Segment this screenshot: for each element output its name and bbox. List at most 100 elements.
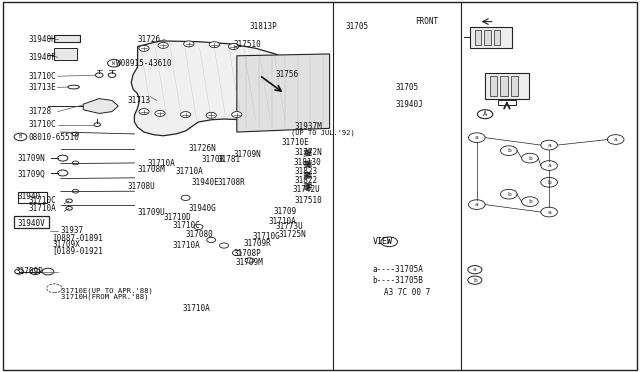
Text: 31709X: 31709X [52, 240, 80, 248]
Circle shape [30, 269, 40, 275]
Ellipse shape [68, 85, 79, 89]
Text: 317080: 317080 [186, 230, 213, 239]
Text: 31713: 31713 [128, 96, 151, 105]
Text: b: b [507, 192, 511, 197]
Circle shape [66, 199, 72, 203]
Text: [0189-01921: [0189-01921 [52, 246, 103, 255]
Text: 318130: 318130 [293, 158, 321, 167]
Text: 31937M: 31937M [294, 122, 322, 131]
Text: 31937: 31937 [61, 226, 84, 235]
Bar [18, 192, 47, 203]
Circle shape [522, 153, 538, 163]
Text: a: a [547, 142, 551, 148]
Circle shape [500, 146, 517, 155]
Circle shape [108, 60, 120, 67]
Circle shape [14, 133, 27, 141]
Text: 31710A: 31710A [176, 167, 204, 176]
Circle shape [72, 161, 79, 165]
Bar [470, 27, 512, 48]
Bar [485, 73, 529, 99]
Text: 31781: 31781 [218, 155, 241, 164]
Text: A: A [387, 239, 391, 245]
Text: 31710A: 31710A [269, 217, 296, 226]
Text: VIEW: VIEW [372, 237, 392, 246]
Text: a: a [473, 267, 477, 272]
Circle shape [541, 140, 557, 150]
Text: 31756: 31756 [275, 70, 298, 79]
Circle shape [607, 135, 624, 144]
Circle shape [209, 42, 220, 48]
Text: 31709P: 31709P [16, 267, 44, 276]
Text: B: B [19, 134, 22, 140]
Bar [494, 30, 500, 45]
Text: (UP TO JUL.'92): (UP TO JUL.'92) [291, 129, 355, 136]
Text: 31940F: 31940F [29, 53, 56, 62]
Text: 31709M: 31709M [236, 258, 263, 267]
Text: FRONT: FRONT [415, 17, 438, 26]
Text: [0887-01891: [0887-01891 [52, 233, 103, 242]
Text: 31708P: 31708P [234, 249, 261, 258]
Bar [54, 35, 80, 42]
Polygon shape [131, 41, 294, 136]
Circle shape [468, 276, 482, 284]
Circle shape [207, 237, 216, 243]
Text: a: a [475, 202, 479, 207]
Text: b: b [473, 278, 477, 283]
Text: 31710A: 31710A [182, 304, 210, 313]
Text: 31728: 31728 [29, 107, 52, 116]
Circle shape [58, 170, 68, 176]
Text: 31709N: 31709N [18, 154, 45, 163]
Bar [484, 30, 491, 45]
Bar [490, 76, 497, 96]
Circle shape [220, 243, 228, 248]
Circle shape [139, 45, 149, 51]
Text: a----31705A: a----31705A [372, 265, 423, 274]
Text: a: a [614, 137, 618, 142]
Text: A3 7C 00 7: A3 7C 00 7 [384, 288, 430, 296]
Polygon shape [83, 99, 118, 113]
Text: 31725N: 31725N [278, 230, 306, 239]
Text: W08915-43610: W08915-43610 [116, 59, 172, 68]
Text: 31773U: 31773U [275, 222, 303, 231]
Circle shape [232, 112, 242, 118]
Circle shape [42, 268, 54, 275]
Circle shape [184, 41, 194, 47]
Polygon shape [237, 54, 330, 132]
Circle shape [108, 73, 116, 77]
Circle shape [522, 197, 538, 206]
Circle shape [66, 206, 72, 210]
Circle shape [468, 266, 482, 274]
Text: 31940J: 31940J [396, 100, 423, 109]
Text: 31726N: 31726N [189, 144, 216, 153]
Circle shape [72, 132, 79, 136]
Bar [475, 30, 481, 45]
Circle shape [181, 195, 190, 201]
Circle shape [58, 155, 68, 161]
Text: 31940H: 31940H [29, 35, 56, 44]
Circle shape [50, 286, 59, 291]
Text: A: A [483, 111, 487, 117]
Text: 31710C: 31710C [29, 196, 56, 205]
Circle shape [155, 110, 165, 116]
Bar [500, 76, 508, 96]
Text: W: W [113, 61, 115, 66]
Circle shape [468, 200, 485, 209]
Text: b: b [528, 199, 532, 204]
Circle shape [47, 284, 62, 293]
Bar [54, 48, 77, 60]
Text: 31708R: 31708R [218, 178, 245, 187]
Circle shape [206, 112, 216, 118]
Text: 31709: 31709 [274, 207, 297, 216]
Text: 31710A: 31710A [29, 204, 56, 213]
Circle shape [500, 189, 517, 199]
Circle shape [139, 109, 149, 115]
Text: 31940V: 31940V [18, 219, 45, 228]
Circle shape [194, 224, 203, 230]
Circle shape [541, 177, 557, 187]
Text: 31710E: 31710E [282, 138, 309, 147]
Circle shape [72, 189, 79, 193]
Bar [14, 216, 49, 228]
Circle shape [541, 161, 557, 170]
Text: 31823: 31823 [294, 167, 317, 176]
Text: 317510: 317510 [234, 40, 261, 49]
